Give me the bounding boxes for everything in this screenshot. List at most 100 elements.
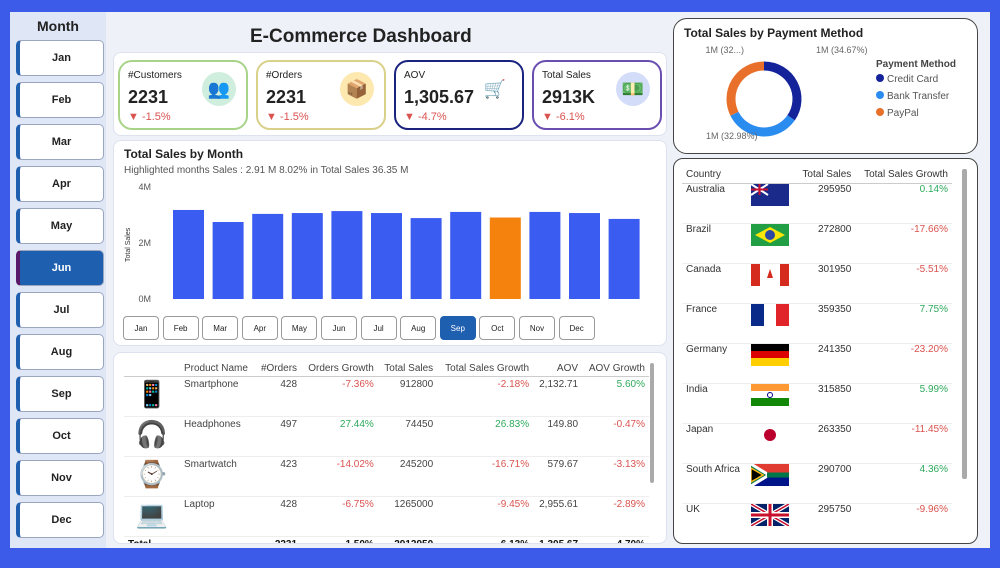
growth-cell: -5.51% bbox=[916, 264, 948, 275]
table-row[interactable]: Japan 263350 -11.45% bbox=[682, 424, 952, 464]
bar-jul[interactable] bbox=[410, 218, 442, 299]
table-cell: -3.13% bbox=[613, 459, 645, 470]
month-tab-aug[interactable]: Aug bbox=[400, 316, 437, 340]
legend-dot-icon bbox=[876, 74, 884, 82]
bar-oct[interactable] bbox=[529, 211, 561, 299]
table-row[interactable]: 📱 Smartphone 428 -7.36% 912800 -2.18% 2,132.71… bbox=[124, 377, 649, 417]
bar-aug[interactable] bbox=[450, 211, 482, 299]
kpi-value: 2231 bbox=[128, 87, 169, 107]
month-button-nov[interactable]: Nov bbox=[16, 460, 104, 496]
country-table: Country Total Sales Total Sales Growth Aus… bbox=[682, 169, 952, 543]
legend: Payment Method Credit Card Bank Transfer P… bbox=[876, 59, 956, 125]
column-header[interactable]: Total Sales bbox=[377, 361, 438, 377]
kpi-card: #Customers 2231 ▼ -1.5% 👥 bbox=[118, 60, 248, 130]
slice-credit-card[interactable] bbox=[763, 61, 802, 121]
scrollbar[interactable] bbox=[650, 363, 654, 483]
table-row[interactable]: South Africa 290700 4.36% bbox=[682, 464, 952, 504]
table-row[interactable]: Germany 241350 -23.20% bbox=[682, 344, 952, 384]
kpi-card: #Orders 2231 ▼ -1.5% 📦 bbox=[256, 60, 386, 130]
month-button-dec[interactable]: Dec bbox=[16, 502, 104, 538]
month-button-oct[interactable]: Oct bbox=[16, 418, 104, 454]
table-cell: 245200 bbox=[399, 459, 434, 470]
bar-mar[interactable] bbox=[252, 213, 284, 299]
month-tab-jun[interactable]: Jun bbox=[321, 316, 357, 340]
month-tab-mar[interactable]: Mar bbox=[202, 316, 239, 340]
legend-dot-icon bbox=[876, 91, 884, 99]
month-tab-oct[interactable]: Oct bbox=[479, 316, 516, 340]
bar-dec[interactable] bbox=[608, 218, 640, 299]
slicer-title: Month bbox=[37, 18, 79, 34]
column-header[interactable]: AOV Growth bbox=[582, 361, 649, 377]
month-button-aug[interactable]: Aug bbox=[16, 334, 104, 370]
table-row[interactable]: Canada 301950 -5.51% bbox=[682, 264, 952, 304]
column-header[interactable]: #Orders bbox=[255, 361, 302, 377]
kpi-card: Total Sales 2913K ▼ -6.1% 💵 bbox=[532, 60, 662, 130]
country-table-card: Country Total Sales Total Sales Growth Aus… bbox=[673, 158, 978, 544]
flag-icon bbox=[747, 304, 795, 344]
slice-paypal[interactable] bbox=[726, 61, 765, 116]
month-button-jul[interactable]: Jul bbox=[16, 292, 104, 328]
month-tab-feb[interactable]: Feb bbox=[162, 316, 199, 340]
y-tick-label: 0M bbox=[138, 294, 151, 304]
table-row[interactable]: Brazil 272800 -17.66% bbox=[682, 224, 952, 264]
column-header[interactable]: Product Name bbox=[180, 361, 256, 377]
table-row[interactable]: UK 295750 -9.96% bbox=[682, 504, 952, 543]
kpi-value: 2913K bbox=[542, 87, 596, 107]
column-header[interactable]: Orders Growth bbox=[301, 361, 378, 377]
scrollbar[interactable] bbox=[962, 169, 967, 479]
month-tab-jul[interactable]: Jul bbox=[360, 316, 397, 340]
table-row[interactable]: ⌚ Smartwatch 423 -14.02% 245200 -16.71% 579.67… bbox=[124, 457, 649, 497]
growth-cell: 0.14% bbox=[919, 184, 948, 195]
table-cell: -2.18% bbox=[497, 379, 530, 390]
cash-icon: 💵 bbox=[616, 72, 650, 106]
legend-item[interactable]: Credit Card bbox=[876, 74, 956, 85]
month-button-apr[interactable]: Apr bbox=[16, 166, 104, 202]
month-button-jan[interactable]: Jan bbox=[16, 40, 104, 76]
table-row[interactable]: France 359350 7.75% bbox=[682, 304, 952, 344]
slice-label: 1M (32...) bbox=[705, 45, 744, 55]
table-row[interactable]: India 315850 5.99% bbox=[682, 384, 952, 424]
table-cell: 1265000 bbox=[394, 499, 434, 510]
month-tab-may[interactable]: May bbox=[281, 316, 318, 340]
flag-icon bbox=[747, 384, 795, 424]
column-header[interactable]: Total Sales bbox=[795, 169, 856, 184]
bar-feb[interactable] bbox=[212, 222, 244, 299]
kpi-change-value: -1.5% bbox=[279, 111, 309, 123]
bar-sep[interactable] bbox=[489, 217, 521, 299]
column-header[interactable]: Country bbox=[682, 169, 748, 184]
table-row[interactable]: 🎧 Headphones 497 27.44% 74450 26.83% 149.80 -0.… bbox=[124, 417, 649, 457]
total-row: Total2231-1.50%2912950-6.13%1,305.67-4.7… bbox=[124, 536, 649, 543]
legend-item[interactable]: Bank Transfer bbox=[876, 91, 956, 102]
table-row[interactable]: 💻 Laptop 428 -6.75% 1265000 -9.45% 2,955.61 -2.… bbox=[124, 497, 649, 537]
month-button-jun[interactable]: Jun bbox=[16, 250, 104, 286]
country-name: South Africa bbox=[686, 464, 740, 475]
bar-may[interactable] bbox=[331, 211, 363, 299]
legend-item[interactable]: PayPal bbox=[876, 108, 956, 119]
month-tab-nov[interactable]: Nov bbox=[519, 316, 555, 340]
table-row[interactable]: Australia 295950 0.14% bbox=[682, 184, 952, 224]
month-button-mar[interactable]: Mar bbox=[16, 124, 104, 160]
kpi-value: 2231 bbox=[266, 87, 307, 107]
column-header[interactable]: Total Sales Growth bbox=[855, 169, 952, 184]
column-header[interactable]: AOV bbox=[533, 361, 583, 377]
kpi-value: 1,305.67 bbox=[404, 87, 475, 107]
country-name: Canada bbox=[686, 264, 722, 275]
bar-jan[interactable] bbox=[173, 209, 204, 299]
slice-bank-transfer[interactable] bbox=[730, 111, 795, 137]
bar-jun[interactable] bbox=[371, 213, 402, 299]
month-button-may[interactable]: May bbox=[16, 208, 104, 244]
country-name: India bbox=[686, 384, 708, 395]
table-cell: 579.67 bbox=[547, 459, 579, 470]
month-button-sep[interactable]: Sep bbox=[16, 376, 104, 412]
kpi-change: ▼ -1.5% bbox=[128, 111, 238, 123]
month-tab-apr[interactable]: Apr bbox=[241, 316, 278, 340]
month-button-feb[interactable]: Feb bbox=[16, 82, 104, 118]
bar-nov[interactable] bbox=[569, 213, 600, 299]
y-tick-label: 4M bbox=[138, 182, 151, 192]
month-tab-dec[interactable]: Dec bbox=[558, 316, 595, 340]
bar-apr[interactable] bbox=[291, 213, 323, 299]
country-name: Australia bbox=[686, 184, 725, 195]
column-header[interactable]: Total Sales Growth bbox=[437, 361, 534, 377]
month-tab-sep[interactable]: Sep bbox=[439, 316, 476, 340]
month-tab-jan[interactable]: Jan bbox=[123, 316, 159, 340]
